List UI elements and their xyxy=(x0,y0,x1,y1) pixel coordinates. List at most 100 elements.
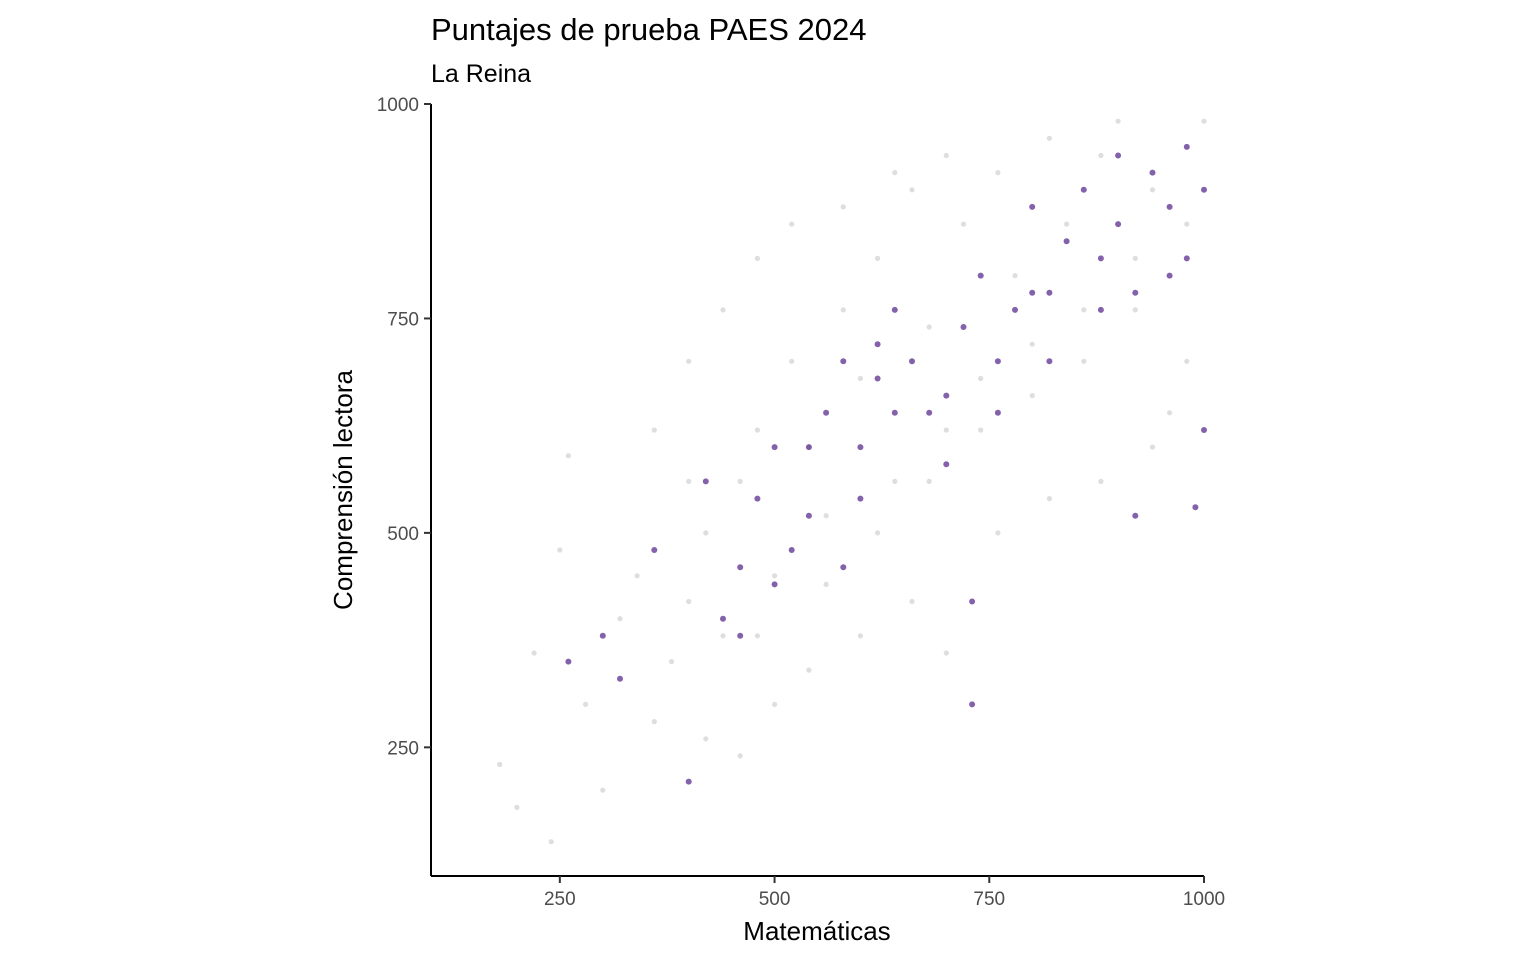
highlight-point-9 xyxy=(771,444,778,451)
background-point-36 xyxy=(1098,152,1104,159)
background-point-52 xyxy=(1098,478,1104,484)
background-point-25 xyxy=(909,187,915,193)
chart-subtitle: La Reina xyxy=(431,60,531,88)
highlight-point-10 xyxy=(788,547,795,553)
background-point-59 xyxy=(840,204,846,210)
highlight-point-37 xyxy=(1132,512,1139,519)
highlight-point-31 xyxy=(1149,169,1156,176)
background-point-31 xyxy=(1012,273,1018,279)
background-point-55 xyxy=(686,358,692,364)
background-point-37 xyxy=(1115,118,1121,124)
y-tick-label-1000: 1000 xyxy=(377,95,419,116)
highlight-point-34 xyxy=(1201,186,1207,193)
highlight-point-3 xyxy=(685,778,692,785)
background-point-53 xyxy=(1149,444,1156,450)
background-point-68 xyxy=(1029,393,1035,399)
highlight-point-21 xyxy=(977,272,984,279)
background-point-46 xyxy=(806,667,812,673)
x-ticks: 250 500 750 1000 xyxy=(544,876,1225,910)
background-point-50 xyxy=(995,530,1001,536)
background-point-51 xyxy=(1046,496,1052,502)
background-point-28 xyxy=(960,221,967,227)
background-point-26 xyxy=(926,324,932,330)
background-point-6 xyxy=(583,701,589,708)
background-point-70 xyxy=(1132,255,1138,261)
highlight-point-47 xyxy=(1166,272,1173,279)
background-point-30 xyxy=(995,170,1001,176)
background-point-58 xyxy=(789,221,795,227)
chart-title: Puntajes de prueba PAES 2024 xyxy=(431,12,866,47)
highlight-point-4 xyxy=(651,547,658,553)
y-ticks: 250 500 750 1000 xyxy=(377,95,431,759)
background-point-48 xyxy=(909,598,915,605)
background-point-57 xyxy=(754,255,761,261)
background-point-11 xyxy=(668,659,675,665)
background-point-9 xyxy=(634,573,640,579)
highlight-point-7 xyxy=(737,564,744,571)
points-layer xyxy=(497,118,1207,845)
background-point-1 xyxy=(514,804,520,811)
background-point-64 xyxy=(823,581,829,588)
background-point-34 xyxy=(1064,221,1070,227)
background-point-32 xyxy=(1029,341,1035,347)
background-point-16 xyxy=(754,427,761,433)
background-point-33 xyxy=(1046,135,1052,141)
background-point-27 xyxy=(943,427,949,433)
background-point-18 xyxy=(789,358,795,364)
highlight-point-38 xyxy=(1201,427,1207,433)
background-point-13 xyxy=(703,530,709,536)
background-point-60 xyxy=(892,170,898,176)
highlight-point-44 xyxy=(994,409,1001,416)
highlight-point-50 xyxy=(737,632,744,639)
x-tick-label-1000: 1000 xyxy=(1183,889,1225,910)
background-point-7 xyxy=(600,787,606,793)
background-point-69 xyxy=(1081,307,1087,313)
highlight-point-6 xyxy=(720,615,726,622)
highlight-point-30 xyxy=(1132,289,1139,296)
highlight-point-53 xyxy=(1115,152,1122,159)
highlight-point-32 xyxy=(1166,203,1173,210)
background-point-29 xyxy=(978,375,984,382)
highlight-point-17 xyxy=(909,358,915,365)
background-point-42 xyxy=(1201,118,1207,124)
highlight-point-39 xyxy=(1192,504,1199,511)
highlight-point-54 xyxy=(1183,143,1190,150)
highlight-point-23 xyxy=(1012,306,1018,313)
background-point-39 xyxy=(1149,187,1156,193)
highlight-point-43 xyxy=(943,392,950,399)
background-point-23 xyxy=(875,255,881,261)
highlight-point-18 xyxy=(926,409,933,416)
background-point-66 xyxy=(926,478,932,484)
highlight-point-13 xyxy=(840,358,847,365)
y-axis-title: Comprensión lectora xyxy=(328,370,358,610)
highlight-point-1 xyxy=(599,632,606,639)
background-point-71 xyxy=(1184,358,1190,364)
background-point-12 xyxy=(686,598,692,605)
highlight-point-24 xyxy=(1029,203,1036,210)
background-point-21 xyxy=(840,307,846,313)
background-point-49 xyxy=(943,650,949,656)
highlight-point-19 xyxy=(943,461,950,468)
y-tick-label-750: 750 xyxy=(387,309,419,330)
highlight-point-12 xyxy=(823,409,830,416)
highlight-point-48 xyxy=(805,444,812,451)
highlight-point-49 xyxy=(771,581,778,588)
background-point-2 xyxy=(531,650,537,656)
background-point-3 xyxy=(548,839,554,845)
highlight-point-16 xyxy=(891,306,898,313)
highlight-point-29 xyxy=(1115,221,1122,228)
highlight-point-2 xyxy=(617,675,623,682)
background-point-14 xyxy=(720,633,726,639)
highlight-point-25 xyxy=(1046,289,1053,296)
highlight-point-26 xyxy=(1063,238,1070,245)
highlight-point-14 xyxy=(857,444,864,451)
background-point-47 xyxy=(857,633,864,639)
highlight-point-42 xyxy=(874,341,881,348)
background-point-38 xyxy=(1132,307,1138,313)
background-point-65 xyxy=(875,530,881,536)
background-point-67 xyxy=(978,427,984,433)
background-point-61 xyxy=(943,152,949,159)
background-point-63 xyxy=(754,633,761,639)
background-point-41 xyxy=(1184,221,1190,227)
highlight-point-51 xyxy=(891,409,898,416)
